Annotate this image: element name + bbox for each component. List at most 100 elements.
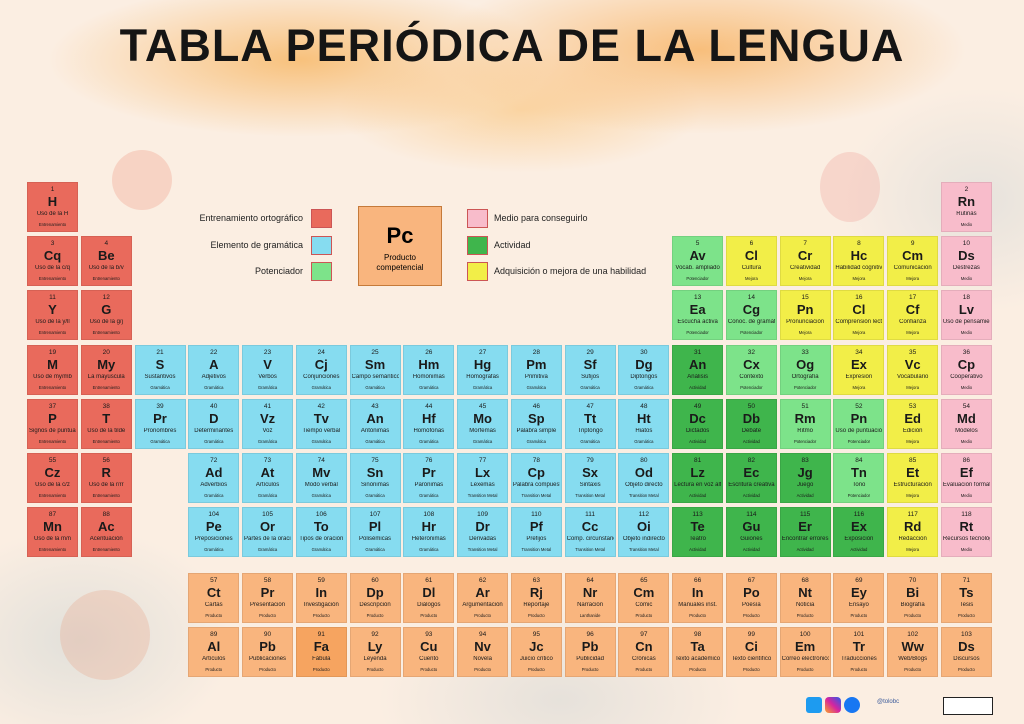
element-symbol: H bbox=[47, 194, 58, 209]
element-symbol: Ey bbox=[850, 585, 867, 600]
element-name: Tesis bbox=[959, 602, 974, 608]
element-cell: 77 Lx Lexemas Transition Metal bbox=[457, 453, 509, 503]
element-name: Crónicas bbox=[632, 656, 656, 662]
element-number: 110 bbox=[531, 511, 542, 519]
element-number: 93 bbox=[425, 631, 433, 638]
element-name: Conjunciones bbox=[303, 373, 340, 380]
element-cell: 101 Tr Traducciones Producto bbox=[833, 627, 885, 677]
element-category: Gramática bbox=[311, 493, 331, 498]
element-name: Derivadas bbox=[469, 536, 497, 543]
key-label: Producto competencial bbox=[376, 253, 424, 272]
element-cell: 83 Jg Juego Actividad bbox=[779, 453, 831, 503]
element-cell: 69 Ey Ensayo Producto bbox=[833, 573, 885, 623]
element-category: Producto bbox=[474, 613, 491, 618]
element-name: Pronombres bbox=[143, 427, 177, 434]
element-symbol: Mv bbox=[312, 465, 331, 480]
element-category: Gramática bbox=[365, 438, 385, 444]
element-symbol: Rj bbox=[529, 585, 543, 600]
element-category: Potenciador bbox=[740, 384, 763, 390]
element-cell: 82 Ec Escritura creativa Actividad bbox=[725, 453, 777, 503]
element-cell: 84 Tn Tono Potenciador bbox=[833, 453, 885, 503]
element-cell: 20 My La mayúscula Entrenamiento bbox=[80, 344, 132, 395]
element-cell: 48 Ht Hiatos Gramática bbox=[618, 398, 670, 449]
element-category: Actividad bbox=[689, 384, 707, 390]
element-category: Entrenamiento bbox=[92, 330, 120, 336]
element-category: Actividad bbox=[689, 493, 707, 498]
element-name: Publicidad bbox=[576, 656, 604, 662]
element-category: Mejora bbox=[852, 330, 866, 336]
element-symbol: Pl bbox=[368, 519, 382, 535]
element-category: Potenciador bbox=[847, 493, 871, 498]
element-symbol: Rd bbox=[903, 519, 922, 535]
element-symbol: Vc bbox=[904, 356, 921, 372]
element-number: 27 bbox=[478, 348, 487, 356]
element-name: Confianza bbox=[899, 319, 927, 326]
element-symbol: Og bbox=[796, 356, 815, 372]
element-number: 2 bbox=[964, 186, 969, 193]
element-category: Gramática bbox=[204, 384, 224, 390]
twitter-icon[interactable] bbox=[806, 697, 822, 713]
element-category: Actividad bbox=[742, 438, 760, 444]
element-category: Entrenamiento bbox=[38, 547, 67, 553]
element-number: 55 bbox=[48, 457, 57, 464]
element-number: 106 bbox=[315, 511, 327, 519]
element-symbol: Dr bbox=[475, 519, 490, 535]
element-name: Determinantes bbox=[194, 427, 234, 434]
element-cell: 81 Lz Lectura en voz alta Actividad bbox=[672, 453, 724, 503]
element-symbol: M bbox=[47, 356, 58, 372]
element-number: 26 bbox=[425, 348, 433, 356]
element-name: Uso de la y/ll bbox=[35, 319, 70, 326]
element-name: Juicio crítico bbox=[519, 656, 553, 662]
element-symbol: Ad bbox=[205, 465, 223, 480]
element-category: Mejora bbox=[906, 384, 920, 390]
element-symbol: Sn bbox=[366, 465, 384, 480]
element-name: Parónimas bbox=[414, 482, 444, 488]
element-name: Guiones bbox=[740, 536, 763, 543]
element-name: Uso de la g/j bbox=[89, 319, 123, 326]
legend-swatch bbox=[311, 209, 332, 228]
element-symbol: Hc bbox=[850, 248, 868, 264]
element-symbol: Pb bbox=[581, 639, 599, 654]
element-category: Producto bbox=[205, 613, 223, 618]
element-category: Gramática bbox=[257, 384, 278, 390]
element-name: Web/Blogs bbox=[898, 656, 928, 662]
element-symbol: Sf bbox=[583, 356, 597, 372]
element-name: Manuales inst. bbox=[678, 602, 717, 608]
element-name: Escritura creativa bbox=[728, 482, 775, 488]
element-category: Transition Metal bbox=[521, 493, 552, 498]
element-category: Mejora bbox=[906, 493, 920, 498]
element-category: Potenciador bbox=[686, 330, 709, 336]
facebook-icon[interactable] bbox=[844, 697, 860, 713]
element-number: 4 bbox=[104, 240, 109, 248]
element-symbol: Ds bbox=[958, 639, 975, 654]
element-cell: 47 Tt Triptongo Gramática bbox=[564, 398, 616, 449]
element-cell: 40 D Determinantes Gramática bbox=[188, 398, 240, 449]
element-symbol: Cl bbox=[852, 302, 866, 318]
element-name: Estructuración bbox=[893, 482, 932, 488]
instagram-icon[interactable] bbox=[825, 697, 841, 713]
element-name: Tiempo verbal bbox=[302, 427, 341, 434]
element-number: 104 bbox=[208, 511, 220, 519]
element-number: 11 bbox=[49, 294, 56, 302]
element-cell: 54 Md Modelos Medio bbox=[940, 398, 992, 449]
element-name: Vocabulario bbox=[896, 373, 929, 380]
element-name: Sintaxis bbox=[579, 482, 601, 488]
element-category: Mejora bbox=[906, 438, 920, 444]
element-name: Investigación bbox=[303, 602, 339, 608]
element-name: Ortografía bbox=[791, 373, 819, 380]
element-cell: 45 Mo Morfemas Gramática bbox=[457, 398, 509, 449]
element-number: 83 bbox=[801, 457, 809, 464]
element-symbol: Tn bbox=[850, 465, 867, 480]
element-name: Pronunciación bbox=[786, 319, 825, 326]
element-cell: 97 Cn Crónicas Producto bbox=[618, 627, 670, 677]
element-category: Actividad bbox=[850, 547, 868, 553]
element-number: 41 bbox=[263, 402, 272, 410]
element-name: Cartas bbox=[204, 602, 223, 608]
element-category: Gramática bbox=[634, 384, 654, 390]
element-cell: 34 Ex Expresión Mejora bbox=[833, 344, 885, 395]
element-symbol: Be bbox=[97, 248, 115, 264]
element-name: Presentación bbox=[250, 602, 286, 608]
element-number: 76 bbox=[425, 457, 433, 464]
element-cell: 112 Oi Objeto indirecto Transition Metal bbox=[618, 507, 670, 558]
